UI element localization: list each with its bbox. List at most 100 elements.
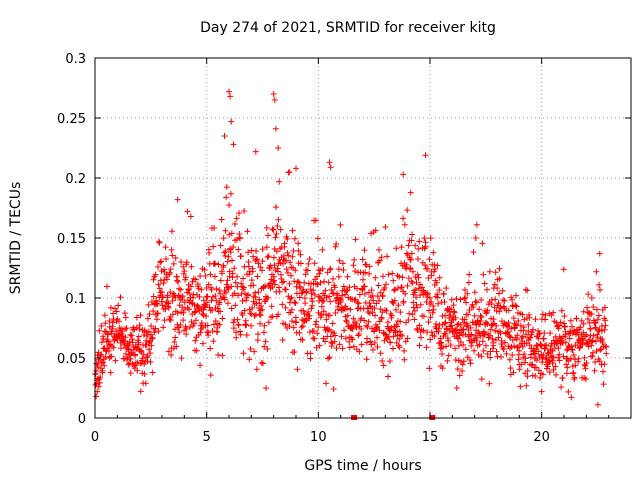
data-point — [292, 300, 299, 307]
data-point — [422, 262, 429, 269]
data-point — [97, 374, 104, 381]
data-point — [174, 309, 181, 316]
data-point — [274, 222, 281, 229]
data-point — [320, 335, 327, 342]
data-point — [477, 318, 484, 325]
data-point — [259, 267, 266, 274]
data-point — [270, 91, 277, 97]
data-point — [332, 309, 339, 316]
data-point — [401, 347, 408, 354]
data-point — [368, 341, 375, 348]
data-point — [256, 311, 263, 318]
data-point — [226, 88, 232, 95]
data-point — [478, 297, 485, 304]
data-point — [450, 302, 457, 309]
data-point — [484, 307, 491, 314]
data-point — [448, 296, 455, 303]
data-point — [166, 269, 173, 276]
data-point — [466, 271, 473, 278]
data-point — [570, 369, 577, 376]
data-point — [422, 243, 429, 250]
data-point — [520, 324, 527, 331]
data-point — [269, 226, 276, 233]
y-tick-label: 0.05 — [57, 352, 86, 367]
data-point — [328, 286, 335, 293]
data-point — [271, 97, 278, 103]
data-point — [168, 228, 175, 235]
data-point — [592, 325, 599, 332]
data-point — [555, 345, 562, 352]
data-point — [215, 351, 222, 358]
data-point — [484, 321, 491, 328]
data-point — [208, 286, 215, 293]
data-point — [391, 287, 398, 294]
data-point — [443, 285, 450, 292]
data-point — [319, 246, 326, 253]
data-point — [326, 326, 333, 333]
data-point — [478, 376, 485, 383]
data-point — [442, 331, 449, 338]
data-point — [240, 350, 247, 357]
data-point — [470, 249, 477, 256]
data-point — [93, 360, 100, 367]
data-point — [233, 334, 240, 341]
data-point — [263, 224, 270, 231]
x-axis-title: GPS time / hours — [304, 458, 421, 474]
data-point — [320, 298, 327, 305]
data-point — [533, 364, 540, 371]
data-point — [521, 316, 528, 323]
data-point — [204, 293, 211, 300]
data-point — [596, 250, 603, 257]
data-point — [477, 321, 484, 328]
data-point — [453, 385, 460, 391]
data-point — [276, 288, 283, 295]
data-point — [450, 308, 457, 315]
data-point — [582, 376, 589, 383]
data-point — [275, 145, 282, 151]
data-point — [523, 382, 530, 389]
data-point — [196, 293, 203, 300]
data-point — [310, 335, 317, 342]
data-point — [405, 316, 412, 323]
data-point — [205, 281, 212, 288]
data-point — [412, 286, 419, 293]
data-point — [273, 231, 280, 238]
data-point — [414, 304, 421, 311]
data-point — [284, 269, 291, 276]
data-point — [322, 338, 329, 345]
data-point — [277, 259, 284, 266]
data-point — [302, 300, 309, 307]
data-point — [160, 280, 167, 287]
data-point — [550, 354, 557, 361]
data-point — [131, 365, 138, 372]
data-point — [325, 355, 332, 362]
data-point — [191, 301, 198, 308]
data-point — [413, 325, 420, 332]
data-point — [393, 323, 400, 330]
data-point — [412, 242, 419, 249]
data-point — [306, 329, 313, 336]
data-point — [466, 357, 473, 364]
data-point — [152, 271, 159, 278]
data-point — [350, 343, 357, 350]
data-point — [288, 318, 295, 325]
data-point — [493, 322, 500, 329]
data-point — [165, 304, 172, 311]
data-point — [213, 285, 220, 292]
data-point — [144, 358, 151, 365]
data-point — [323, 316, 330, 323]
data-point — [248, 277, 255, 284]
data-point — [328, 339, 335, 346]
data-point — [470, 303, 477, 310]
data-point — [539, 371, 546, 378]
data-point — [595, 312, 602, 319]
data-point — [291, 278, 298, 285]
data-point — [115, 302, 122, 309]
data-point — [192, 276, 199, 283]
data-point — [165, 348, 172, 355]
data-point — [363, 261, 370, 268]
data-point — [331, 338, 338, 345]
data-point — [384, 253, 391, 260]
data-point — [228, 257, 235, 264]
data-point — [123, 325, 130, 332]
